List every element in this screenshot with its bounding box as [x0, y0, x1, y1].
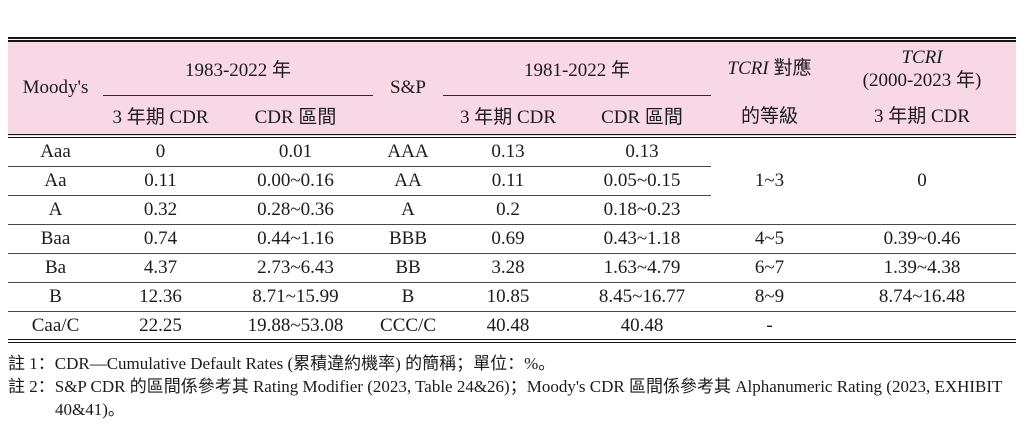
- sp-rating-cell: A: [373, 195, 444, 225]
- moodys-agency-header: Moody's: [8, 42, 103, 138]
- table-row-b: B 12.36 8.71~15.99 B 10.85 8.45~16.77 8~…: [8, 282, 1017, 312]
- tcri-cdr-cell: 1.39~4.38: [828, 253, 1017, 283]
- table-row-aa: Aa 0.11 0.00~0.16 AA 0.11 0.05~0.15: [8, 166, 1016, 196]
- moodys-rating-cell: B: [8, 282, 103, 312]
- table-body: Aaa 0 0.01 AAA 0.13 0.13 1~3 0 Aa 0.11 0…: [8, 136, 1017, 343]
- sp-cdr-cell: 40.48: [443, 311, 574, 343]
- sp-rating-cell: BBB: [373, 224, 444, 254]
- table-row-baa: Baa 0.74 0.44~1.16 BBB 0.69 0.43~1.18 4~…: [8, 224, 1017, 254]
- moodys-rating-cell: Ba: [8, 253, 103, 283]
- cdr-comparison-table: Moody's 1983-2022 年 S&P 1981-2022 年 TCRI…: [8, 42, 1017, 343]
- top-rule-heavy: [8, 37, 1016, 39]
- table-row-caac: Caa/C 22.25 19.88~53.08 CCC/C 40.48 40.4…: [8, 311, 1017, 343]
- sp-range-subheader: CDR 區間: [573, 95, 712, 138]
- tcri-cdr-merged-cell: 0: [828, 136, 1017, 225]
- moodys-cdr-cell: 0.11: [103, 166, 218, 196]
- moodys-range-cell: 19.88~53.08: [218, 311, 374, 343]
- moodys-range-cell: 0.28~0.36: [218, 195, 374, 225]
- top-rule-light: [8, 40, 1016, 42]
- sp-rating-cell: B: [373, 282, 444, 312]
- moodys-range-cell: 0.00~0.16: [218, 166, 374, 196]
- sp-range-cell: 0.18~0.23: [573, 195, 712, 225]
- moodys-range-cell: 0.01: [218, 136, 374, 167]
- moodys-period-header: 1983-2022 年: [103, 42, 374, 96]
- moodys-range-subheader: CDR 區間: [218, 95, 374, 138]
- sp-cdr-cell: 0.11: [443, 166, 574, 196]
- tcri-grade-header-line2: 的等級: [741, 105, 799, 127]
- sp-range-cell: 8.45~16.77: [573, 282, 712, 312]
- moodys-range-cell: 2.73~6.43: [218, 253, 374, 283]
- moodys-rating-cell: Aaa: [8, 136, 103, 167]
- tcri-cdr-cell: 0.39~0.46: [828, 224, 1017, 254]
- tcri-cdr-header-top: TCRI (2000-2023 年): [862, 46, 982, 91]
- sp-range-cell: 1.63~4.79: [573, 253, 712, 283]
- moodys-range-cell: 0.44~1.16: [218, 224, 374, 254]
- moodys-cdr-cell: 0.32: [103, 195, 218, 225]
- sp-cdr-cell: 0.13: [443, 136, 574, 167]
- sp-cdr3-subheader: 3 年期 CDR: [443, 95, 574, 138]
- tcri-cdr-cell: 8.74~16.48: [828, 282, 1017, 312]
- tcri-cdr-cell: [828, 311, 1017, 343]
- tcri-grade-merged-cell: 1~3: [711, 136, 829, 225]
- tcri-cdr-header-sub: 3 年期 CDR: [873, 105, 971, 127]
- sp-rating-cell: BB: [373, 253, 444, 283]
- note-2: 註 2：S&P CDR 的區間係參考其 Rating Modifier (202…: [8, 377, 1003, 419]
- table-header: Moody's 1983-2022 年 S&P 1981-2022 年 TCRI…: [8, 42, 1017, 138]
- moodys-cdr-cell: 0.74: [103, 224, 218, 254]
- sp-cdr-cell: 3.28: [443, 253, 574, 283]
- cdr-comparison-table-sheet: Moody's 1983-2022 年 S&P 1981-2022 年 TCRI…: [8, 37, 1017, 421]
- tcri-grade-cell: 4~5: [711, 224, 829, 254]
- moodys-range-cell: 8.71~15.99: [218, 282, 374, 312]
- table-notes: 註 1：CDR—Cumulative Default Rates (累積違約機率…: [8, 352, 1020, 421]
- moodys-rating-cell: Baa: [8, 224, 103, 254]
- sp-rating-cell: AAA: [373, 136, 444, 167]
- top-rule-gap: [8, 39, 1016, 40]
- tcri-grade-cell: -: [711, 311, 829, 343]
- sp-range-cell: 0.05~0.15: [573, 166, 712, 196]
- sp-cdr-cell: 10.85: [443, 282, 574, 312]
- moodys-cdr-cell: 0: [103, 136, 218, 167]
- tcri-grade-cell: 6~7: [711, 253, 829, 283]
- sp-period-header: 1981-2022 年: [443, 42, 712, 96]
- sp-cdr-cell: 0.69: [443, 224, 574, 254]
- tcri-grade-header: TCRI 對應 的等級: [711, 42, 829, 138]
- table-row-ba: Ba 4.37 2.73~6.43 BB 3.28 1.63~4.79 6~7 …: [8, 253, 1017, 283]
- tcri-grade-cell: 8~9: [711, 282, 829, 312]
- sp-range-cell: 40.48: [573, 311, 712, 343]
- moodys-cdr-cell: 12.36: [103, 282, 218, 312]
- moodys-rating-cell: A: [8, 195, 103, 225]
- moodys-cdr3-subheader: 3 年期 CDR: [103, 95, 218, 138]
- sp-range-cell: 0.13: [573, 136, 712, 167]
- sp-rating-cell: AA: [373, 166, 444, 196]
- sp-cdr-cell: 0.2: [443, 195, 574, 225]
- sp-agency-header: S&P: [373, 42, 444, 138]
- table-row-aaa: Aaa 0 0.01 AAA 0.13 0.13 1~3 0: [8, 136, 1017, 225]
- tcri-cdr-header: TCRI (2000-2023 年) 3 年期 CDR: [828, 42, 1017, 138]
- table-row-a: A 0.32 0.28~0.36 A 0.2 0.18~0.23: [8, 195, 1016, 225]
- moodys-cdr-cell: 4.37: [103, 253, 218, 283]
- sp-rating-cell: CCC/C: [373, 311, 444, 343]
- note-1: 註 1：CDR—Cumulative Default Rates (累積違約機率…: [8, 354, 556, 373]
- sp-range-cell: 0.43~1.18: [573, 224, 712, 254]
- moodys-rating-cell: Aa: [8, 166, 103, 196]
- moodys-rating-cell: Caa/C: [8, 311, 103, 343]
- tcri-grade-header-line1: TCRI 對應: [727, 58, 812, 79]
- moodys-cdr-cell: 22.25: [103, 311, 218, 343]
